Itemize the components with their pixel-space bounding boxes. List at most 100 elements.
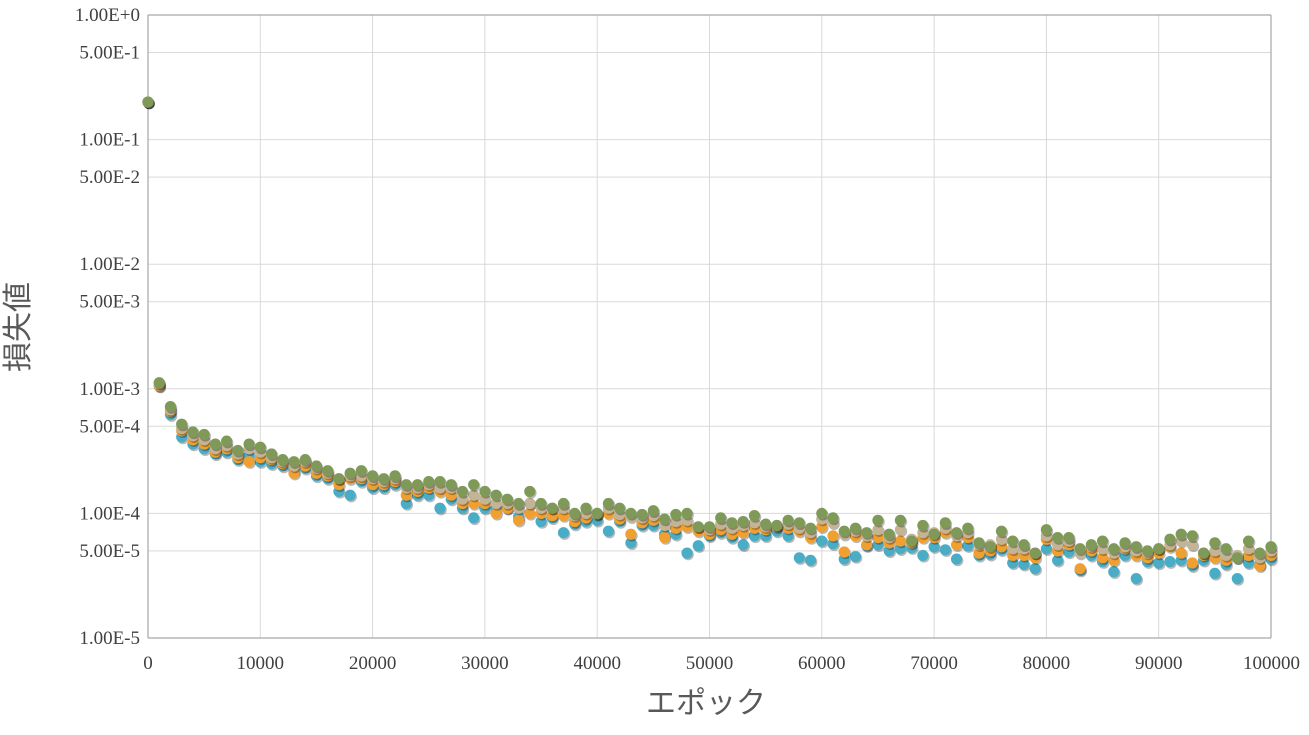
data-point (950, 553, 963, 565)
data-point (468, 497, 480, 510)
data-point (468, 489, 480, 501)
data-point (277, 454, 289, 466)
data-point (681, 507, 693, 519)
data-point (1130, 572, 1142, 585)
data-point (849, 522, 862, 534)
data-point (849, 551, 862, 563)
data-point (524, 497, 536, 510)
data-point (816, 535, 828, 547)
series-3-points (142, 96, 1278, 566)
y-axis-title: 損失値 (1, 282, 36, 372)
data-point (973, 537, 985, 549)
data-point (456, 485, 469, 498)
data-point (950, 527, 963, 539)
data-point (322, 465, 334, 477)
data-point (535, 515, 547, 528)
data-point (434, 502, 446, 514)
x-tick-label: 40000 (573, 653, 621, 674)
data-point (838, 525, 850, 537)
x-tick-label: 70000 (910, 653, 958, 674)
data-point (995, 533, 1008, 545)
data-point (1265, 541, 1277, 553)
data-point (569, 507, 581, 519)
data-point (1231, 552, 1243, 564)
data-point (1198, 547, 1210, 559)
data-point (950, 539, 963, 551)
data-point (1029, 547, 1041, 559)
data-point (872, 531, 884, 544)
data-point (423, 475, 435, 488)
data-points (142, 96, 1278, 586)
x-tick-label: 80000 (1023, 653, 1071, 674)
data-point (748, 510, 761, 522)
data-point (445, 479, 457, 491)
data-point (434, 475, 446, 488)
data-point (1096, 552, 1109, 564)
data-point (1153, 557, 1165, 569)
data-point (894, 514, 907, 526)
data-point (591, 507, 603, 519)
data-point (906, 535, 918, 547)
data-point (658, 513, 671, 525)
data-point (894, 543, 907, 555)
x-tick-label: 0 (143, 653, 153, 674)
data-point (1119, 537, 1131, 549)
y-tick-label: 1.00E-5 (79, 628, 140, 649)
data-point (883, 545, 895, 557)
data-point (288, 456, 300, 468)
data-point (917, 519, 929, 532)
data-point (468, 479, 480, 491)
data-point (658, 531, 671, 544)
data-point (1164, 533, 1176, 545)
data-point (299, 454, 311, 466)
data-point (838, 546, 850, 558)
data-point (939, 544, 951, 556)
data-point (1186, 530, 1198, 542)
data-point (1074, 543, 1086, 555)
data-point (389, 470, 401, 482)
data-point (1242, 543, 1255, 555)
data-point (894, 524, 907, 536)
data-point (1153, 543, 1165, 555)
data-point (681, 547, 693, 559)
y-tick-label: 1.00E-3 (79, 379, 140, 400)
data-point (557, 497, 570, 510)
data-point (1209, 545, 1221, 557)
data-point (928, 528, 940, 540)
data-point (1175, 547, 1187, 559)
data-point (726, 517, 738, 529)
data-point (1018, 558, 1030, 570)
y-tick-label: 5.00E-1 (79, 43, 140, 64)
data-point (625, 507, 637, 519)
data-point (468, 512, 480, 524)
data-point (1096, 535, 1109, 547)
axes (147, 14, 1272, 639)
data-point (804, 554, 817, 566)
data-point (1007, 535, 1019, 547)
data-point (1040, 524, 1052, 536)
y-tick-label: 1.00E-2 (79, 254, 140, 275)
data-point (209, 438, 221, 450)
data-point (164, 400, 177, 413)
data-point (1007, 543, 1019, 555)
data-point (1040, 543, 1052, 555)
data-point (153, 377, 165, 389)
x-tick-label: 50000 (686, 653, 734, 674)
x-tick-label: 60000 (798, 653, 846, 674)
series-1-points (142, 96, 1278, 576)
data-point (782, 514, 794, 526)
data-point (816, 521, 828, 533)
data-point (1108, 543, 1120, 555)
data-point (243, 456, 255, 468)
data-point (490, 497, 502, 510)
data-point (1254, 547, 1266, 559)
x-tick-label: 100000 (1243, 653, 1300, 674)
data-point (580, 502, 592, 514)
y-tick-labels: 1.00E+0 5.00E-1 1.00E-1 5.00E-2 1.00E-2 5.00E… (75, 5, 141, 649)
data-point (1096, 543, 1109, 555)
data-point (647, 505, 659, 517)
data-point (917, 549, 929, 562)
data-point (1130, 541, 1142, 553)
data-point (636, 508, 648, 521)
